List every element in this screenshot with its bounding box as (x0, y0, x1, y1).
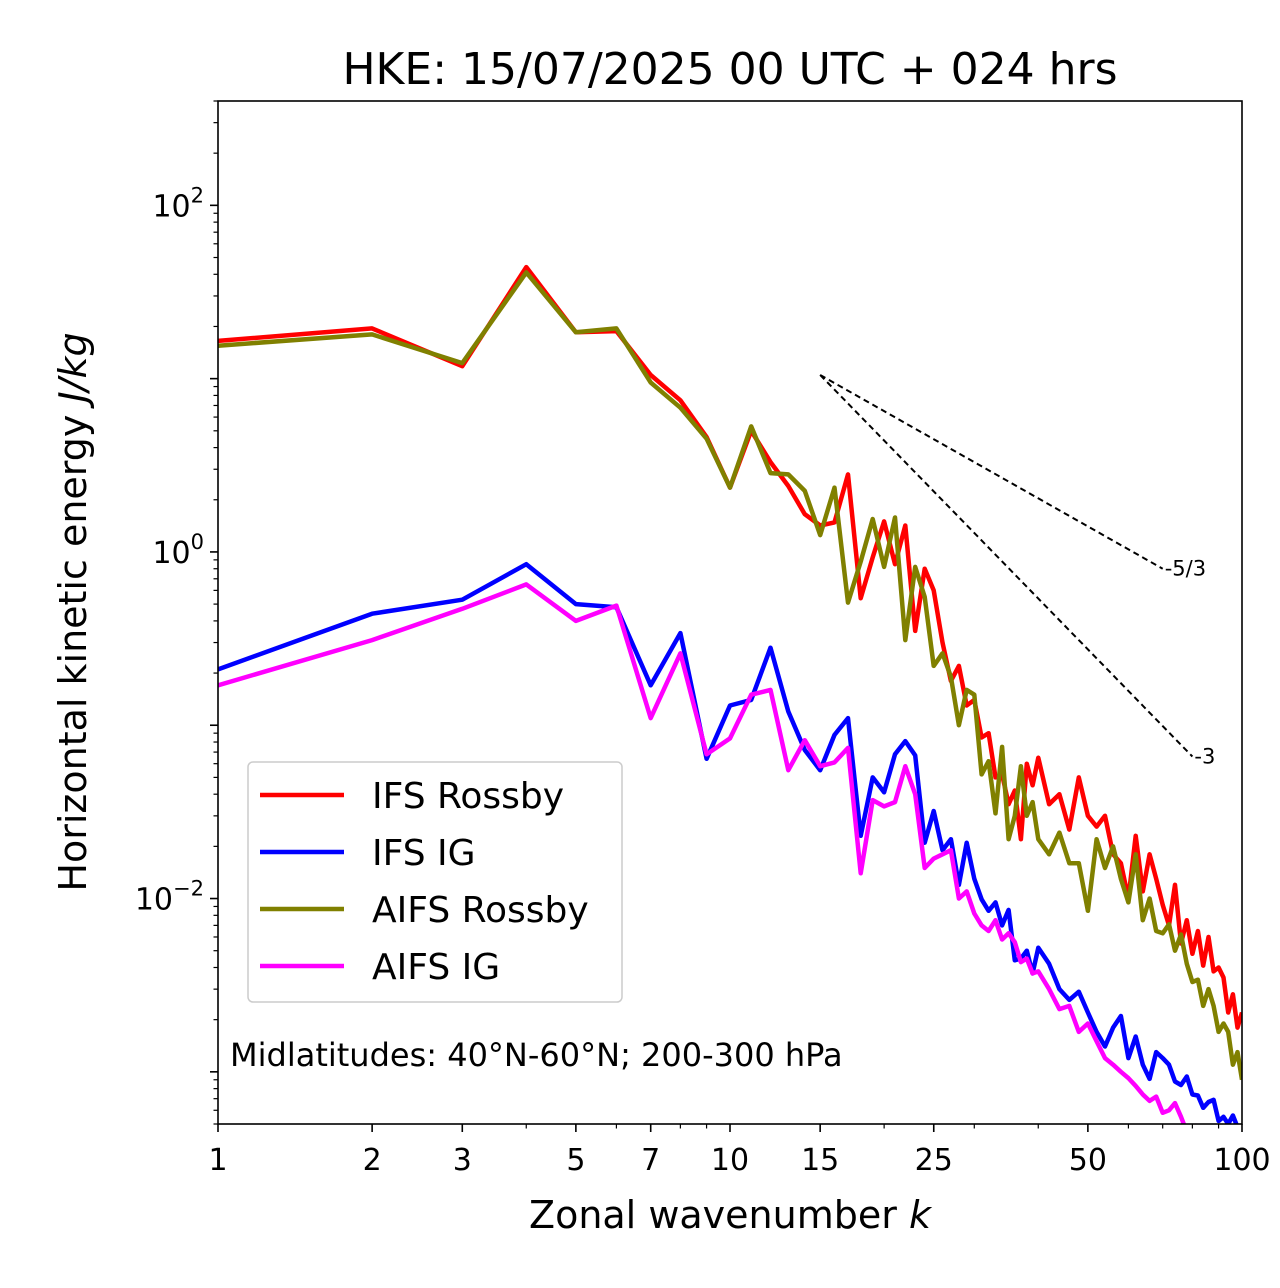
x-tick-label: 15 (801, 1143, 839, 1178)
legend-box (247, 761, 623, 1003)
x-axis-ticks: 1 2 3 5 7 10 15 25 50 100 (208, 1124, 1271, 1178)
legend-label-ifs-ig: IFS IG (372, 833, 476, 874)
y-axis-label: Horizontal kinetic energy J/kg (51, 332, 95, 891)
y-tick-label: 100 (152, 530, 204, 571)
y-tick-label: 102 (152, 183, 204, 224)
series-line-2 (218, 270, 1242, 1081)
series-line-3 (218, 582, 1198, 1124)
x-tick-label: 7 (641, 1143, 660, 1178)
x-axis-label: Zonal wavenumber k (529, 1193, 933, 1237)
legend-label-aifs-ig: AIFS IG (372, 947, 500, 988)
x-tick-label: 2 (363, 1143, 382, 1178)
x-tick-label: 100 (1213, 1143, 1270, 1178)
y-axis-ticks: 102 100 10−2 (135, 100, 218, 1125)
legend: IFS Rossby IFS IG AIFS Rossby AIFS IG (247, 761, 623, 1003)
reference-slope-label-0: -5/3 (1165, 557, 1206, 581)
region-annotation: Midlatitudes: 40°N-60°N; 200-300 hPa (230, 1036, 843, 1074)
chart-title: HKE: 15/07/2025 00 UTC + 024 hrs (342, 44, 1117, 95)
reference-slope-label-1: -3 (1194, 745, 1215, 769)
legend-label-ifs-rossby: IFS Rossby (372, 776, 564, 817)
reference-slope-line-0 (819, 374, 1164, 570)
reference-slope-layer: -5/3 -3 (819, 374, 1215, 769)
series-layer (218, 264, 1242, 1124)
x-tick-label: 25 (915, 1143, 953, 1178)
x-tick-label: 1 (208, 1143, 227, 1178)
x-tick-label: 50 (1069, 1143, 1107, 1178)
x-tick-label: 3 (453, 1143, 472, 1178)
reference-slope-line-1 (819, 374, 1194, 758)
legend-label-aifs-rossby: AIFS Rossby (372, 890, 589, 931)
y-tick-label: 10−2 (135, 877, 204, 918)
x-tick-label: 10 (711, 1143, 749, 1178)
x-tick-label: 5 (566, 1143, 585, 1178)
